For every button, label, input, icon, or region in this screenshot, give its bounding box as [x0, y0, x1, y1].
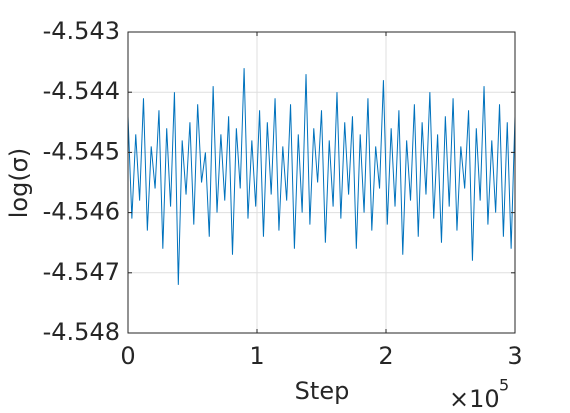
y-tick-label: -4.547: [43, 258, 120, 286]
y-tick-label: -4.543: [43, 17, 120, 45]
y-tick-label: -4.545: [43, 137, 120, 165]
x-multiplier: ×10: [449, 385, 500, 413]
y-axis-label: log(σ): [5, 148, 33, 219]
y-tick-label: -4.544: [43, 77, 120, 105]
y-tick-label: -4.546: [43, 198, 120, 226]
x-tick-label: 2: [378, 342, 393, 370]
y-tick-label: -4.548: [43, 318, 120, 346]
x-tick-label: 0: [120, 342, 135, 370]
x-tick-label: 1: [249, 342, 264, 370]
x-multiplier-power: 5: [499, 376, 509, 395]
plot-frame: [127, 31, 516, 334]
x-tick-label: 3: [507, 342, 522, 370]
x-axis-label: Step: [295, 377, 350, 405]
data-line: [127, 68, 516, 285]
